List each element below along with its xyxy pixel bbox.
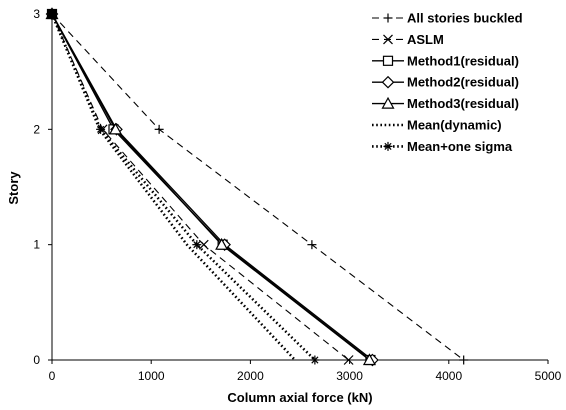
- y-tick-label: 1: [33, 238, 40, 252]
- series-0: [47, 9, 469, 365]
- data-point: [108, 122, 123, 135]
- legend-label: Mean+one sigma: [407, 139, 513, 154]
- y-tick-label: 0: [33, 353, 40, 367]
- data-point: [307, 240, 317, 250]
- series-line: [51, 13, 349, 361]
- data-point: [459, 355, 469, 365]
- data-point: [154, 124, 164, 134]
- legend-label: Method1(residual): [407, 53, 519, 68]
- series-layer: [45, 7, 469, 367]
- legend-item: Mean(dynamic): [372, 118, 502, 133]
- x-tick-label: 3000: [336, 369, 363, 383]
- y-tick-label: 2: [33, 122, 40, 136]
- legend-item: Mean+one sigma: [372, 139, 513, 154]
- legend-marker: [382, 55, 394, 66]
- legend-item: Method2(residual): [372, 75, 519, 90]
- y-axis-title: Story: [6, 171, 21, 205]
- legend-marker: [383, 141, 393, 151]
- data-point: [343, 355, 354, 365]
- series-6: [47, 9, 320, 365]
- legend-label: Mean(dynamic): [407, 118, 502, 133]
- series-line: [51, 13, 373, 361]
- data-point: [215, 237, 229, 250]
- series-line: [50, 13, 316, 361]
- data-point: [310, 355, 320, 365]
- legend-marker: [381, 75, 395, 89]
- data-point: [198, 239, 209, 250]
- legend-item: All stories buckled: [372, 11, 523, 26]
- legend-item: Method3(residual): [372, 96, 519, 111]
- series-5: [50, 13, 296, 361]
- data-point: [96, 124, 106, 134]
- shared-start-point: [47, 9, 57, 19]
- series-line: [51, 13, 370, 361]
- y-tick-label: 3: [33, 7, 40, 21]
- series-line: [51, 13, 465, 361]
- legend-label: All stories buckled: [407, 11, 523, 26]
- x-tick-label: 0: [49, 369, 56, 383]
- x-tick-label: 4000: [435, 369, 462, 383]
- x-tick-label: 2000: [237, 369, 264, 383]
- x-tick-label: 1000: [138, 369, 165, 383]
- legend-label: Method2(residual): [407, 75, 519, 90]
- legend-label: Method3(residual): [407, 96, 519, 111]
- axes: 0 1000 2000 3000 4000 5000 0 1 2 3: [33, 7, 561, 383]
- x-axis-title: Column axial force (kN): [227, 390, 372, 405]
- x-tick-label: 5000: [535, 369, 562, 383]
- legend-marker: [383, 34, 393, 45]
- legend-marker: [381, 96, 395, 109]
- data-point: [192, 240, 202, 250]
- legend-item: Method1(residual): [372, 53, 519, 68]
- legend-label: ASLM: [407, 32, 444, 47]
- series-line: [50, 13, 296, 361]
- legend-marker: [383, 13, 393, 23]
- series-line: [51, 13, 371, 361]
- data-point: [362, 353, 376, 366]
- legend-item: ASLM: [372, 32, 444, 47]
- legend: All stories buckled ASLM Method1(residual)…: [372, 11, 523, 154]
